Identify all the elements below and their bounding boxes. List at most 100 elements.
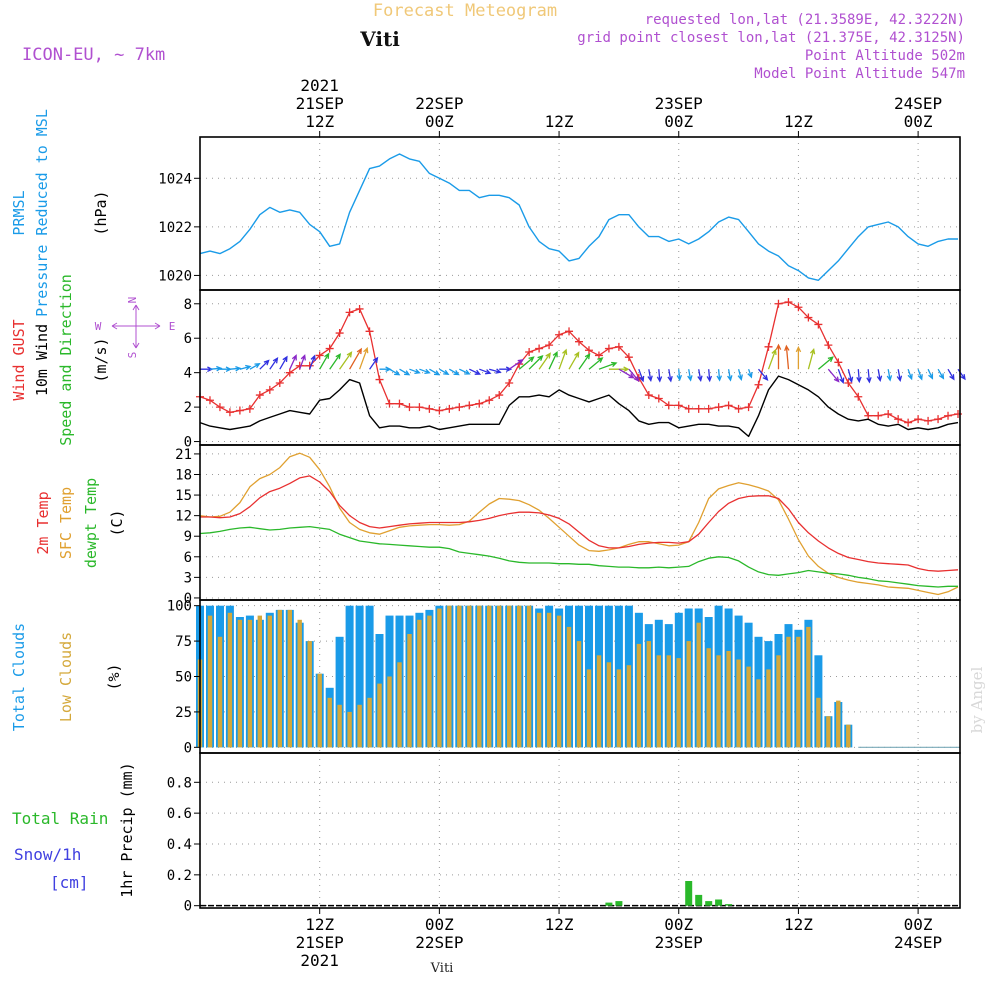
wind-arrow xyxy=(716,369,723,382)
gust-marker xyxy=(704,404,713,413)
x-tick-label: 00Z xyxy=(425,915,454,934)
panel-label: (hPa) xyxy=(92,190,110,235)
low-cloud-bar xyxy=(686,641,691,748)
low-cloud-bar xyxy=(666,655,671,748)
wind-arrow xyxy=(358,346,369,370)
low-cloud-bar xyxy=(766,669,771,748)
gust-marker xyxy=(824,341,833,350)
gust-marker xyxy=(654,394,663,403)
low-cloud-bar xyxy=(806,626,811,748)
low-cloud-bar xyxy=(826,716,831,748)
wind-arrow xyxy=(578,353,591,370)
low-cloud-bar xyxy=(846,724,851,748)
wind-arrow xyxy=(209,365,223,372)
gust-marker xyxy=(235,406,244,415)
gust-marker xyxy=(285,368,294,377)
location-title: Viti xyxy=(359,27,400,51)
wind-arrow xyxy=(807,347,816,370)
wind-arrow xyxy=(558,348,568,370)
rain-bar xyxy=(715,899,723,906)
low-cloud-bar xyxy=(596,655,602,748)
wind-arrow xyxy=(548,350,558,370)
gust-marker xyxy=(545,341,554,350)
x-tick-label: 24SEP xyxy=(894,933,942,952)
compass-west: W xyxy=(95,320,102,333)
wind-arrow xyxy=(758,368,769,381)
wind-arrow xyxy=(676,369,683,382)
low-cloud-bar xyxy=(397,662,402,748)
low-cloud-bar xyxy=(507,605,512,748)
x-tick-label: 2021 xyxy=(300,76,339,95)
y-tick-label: 1024 xyxy=(158,171,192,187)
low-cloud-bar xyxy=(217,636,223,748)
y-tick-label: 6 xyxy=(184,331,192,347)
gust-marker xyxy=(255,391,264,400)
gust-marker xyxy=(535,344,544,353)
sfc-temp-line xyxy=(199,452,959,596)
rain-bar xyxy=(615,901,623,906)
y-tick-label: 100 xyxy=(167,599,192,615)
low-cloud-bar xyxy=(287,609,292,748)
wind-arrow xyxy=(957,368,966,381)
low-cloud-bar xyxy=(467,605,472,748)
gust-marker xyxy=(525,348,534,356)
wind-arrow xyxy=(339,351,353,370)
x-tick-label: 24SEP xyxy=(894,94,942,113)
wind-arrow xyxy=(896,369,903,382)
x-tick-label: 23SEP xyxy=(655,94,703,113)
gust-marker xyxy=(714,403,723,412)
wind-arrow xyxy=(886,369,893,382)
gust-marker xyxy=(724,401,733,410)
wind-arrow xyxy=(389,368,401,376)
gust-marker xyxy=(844,379,853,387)
wind-arrow xyxy=(439,368,450,376)
total-cloud-bar xyxy=(335,636,344,748)
rain-bar xyxy=(685,881,693,906)
gust-marker xyxy=(774,299,783,308)
low-cloud-bar xyxy=(297,619,302,748)
gust-marker xyxy=(614,342,623,351)
low-cloud-bar xyxy=(377,683,382,748)
low-cloud-bar xyxy=(526,605,532,748)
wind-arrow xyxy=(775,343,782,370)
gust-marker xyxy=(345,308,354,317)
y-tick-label: 0 xyxy=(184,740,192,756)
low-cloud-bar xyxy=(546,612,552,748)
y-tick-label: 50 xyxy=(175,670,192,686)
wind-arrow xyxy=(927,368,934,380)
total-cloud-bar xyxy=(365,605,374,748)
wind-arrow xyxy=(876,369,883,382)
wind-arrow xyxy=(369,356,379,370)
gust-marker xyxy=(505,379,514,387)
y-tick-label: 3 xyxy=(184,570,192,586)
x-tick-label: 2021 xyxy=(300,951,339,970)
gust-marker xyxy=(864,411,873,420)
wind-arrow xyxy=(538,352,551,370)
wind-arrow xyxy=(508,358,524,370)
wind-arrow xyxy=(737,369,743,381)
wind-arrow xyxy=(727,369,733,382)
x-tick-label: 22SEP xyxy=(415,933,463,952)
low-cloud-bar xyxy=(736,659,741,748)
gust-marker xyxy=(475,399,484,408)
gust-marker xyxy=(415,403,424,412)
low-cloud-bar xyxy=(836,700,841,748)
low-cloud-bar xyxy=(427,615,432,748)
wind-arrow xyxy=(499,366,513,372)
wind-arrow xyxy=(588,357,604,370)
rain-bar xyxy=(705,901,713,906)
x-tick-label: 00Z xyxy=(664,915,693,934)
gust-marker xyxy=(674,401,683,410)
gust-marker xyxy=(275,379,284,387)
wind-arrow xyxy=(528,354,544,370)
wind-arrow xyxy=(568,351,580,370)
low-cloud-bar xyxy=(616,669,622,748)
low-cloud-bar xyxy=(656,655,661,748)
wind-arrow xyxy=(837,368,845,385)
gust-marker xyxy=(425,404,434,413)
low-cloud-bar xyxy=(437,608,442,748)
gust-marker xyxy=(405,403,414,412)
total-rain-label: Total Rain xyxy=(12,809,108,828)
wind-arrow xyxy=(319,352,330,370)
gust-marker xyxy=(594,351,603,360)
